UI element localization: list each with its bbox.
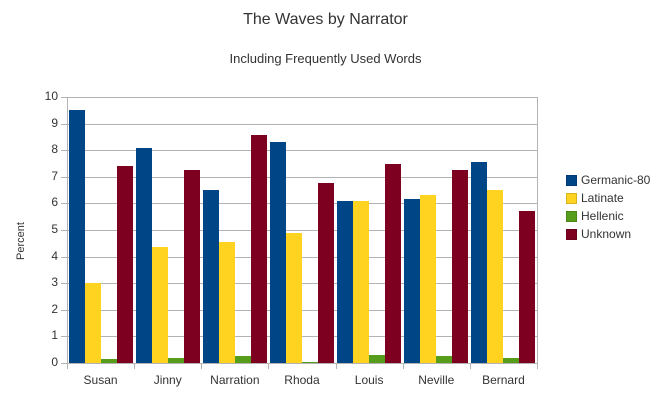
bar-germanic-80-susan: [68, 110, 85, 363]
bar-hellenic-bernard: [503, 357, 520, 363]
legend-swatch-icon: [566, 174, 577, 186]
bar-unknown-narration: [250, 135, 267, 363]
bar-germanic-80-neville: [404, 198, 421, 363]
bar-hellenic-neville: [436, 356, 453, 363]
bar-hellenic-susan: [100, 359, 117, 363]
x-tick: [201, 363, 203, 369]
x-tick: [134, 363, 136, 369]
y-tick-label: 8: [51, 142, 58, 157]
bar-germanic-80-rhoda: [270, 142, 286, 363]
legend-item: Hellenic: [566, 207, 650, 225]
chart-title: The Waves by Narrator: [243, 11, 408, 28]
y-tick-label: 2: [51, 301, 58, 316]
gridline: [61, 150, 537, 152]
bar-germanic-80-jinny: [135, 148, 152, 363]
legend-swatch-icon: [566, 210, 577, 222]
bar-latinate-jinny: [151, 247, 168, 363]
x-tick-label: Jinny: [153, 373, 182, 387]
y-tick-label: 7: [51, 168, 58, 183]
legend-label: Germanic-80: [581, 173, 651, 187]
bar-germanic-80-louis: [337, 200, 354, 363]
gridline: [61, 230, 537, 231]
bar-unknown-neville: [452, 169, 469, 363]
x-tick: [67, 363, 68, 369]
chart-subtitle: Including Frequently Used Words: [229, 51, 422, 66]
bar-germanic-80-narration: [202, 190, 219, 363]
x-tick: [402, 363, 404, 369]
bar-latinate-neville: [420, 194, 437, 363]
gridline: [61, 97, 537, 98]
legend-label: Latinate: [581, 191, 624, 205]
bar-unknown-jinny: [183, 169, 200, 363]
y-tick-label: 10: [44, 89, 58, 103]
legend-label: Unknown: [581, 227, 632, 241]
bar-hellenic-rhoda: [302, 361, 318, 363]
bar-latinate-bernard: [487, 190, 504, 363]
bar-unknown-susan: [116, 166, 133, 363]
legend-swatch-icon: [566, 228, 577, 240]
bar-hellenic-louis: [369, 355, 386, 363]
bar-unknown-rhoda: [318, 182, 334, 363]
x-tick-label: Susan: [83, 373, 118, 387]
legend-label: Hellenic: [581, 209, 624, 223]
bar-latinate-narration: [218, 241, 235, 363]
legend: Germanic-80 Latinate Hellenic Unknown: [566, 171, 650, 243]
legend-item: Latinate: [566, 189, 650, 207]
y-tick-label: 4: [51, 248, 58, 263]
x-tick: [469, 363, 471, 369]
x-tick: [268, 363, 270, 369]
x-tick: [335, 363, 337, 369]
legend-item: Germanic-80: [566, 171, 650, 189]
legend-swatch-icon: [566, 192, 577, 204]
bar-hellenic-narration: [234, 355, 251, 363]
bar-unknown-bernard: [519, 210, 536, 363]
gridline: [61, 123, 537, 125]
x-tick: [537, 363, 538, 369]
gridline: [61, 203, 537, 205]
y-tick-label: 3: [51, 275, 58, 290]
x-tick-label: Louis: [354, 373, 384, 387]
x-tick-label: Neville: [418, 373, 455, 387]
bar-germanic-80-bernard: [471, 162, 488, 363]
y-tick-label: 1: [51, 328, 58, 343]
bar-hellenic-jinny: [167, 357, 184, 363]
y-axis-label: Percent: [15, 222, 27, 260]
y-tick-label: 5: [51, 222, 58, 236]
y-axis-line: [67, 97, 68, 368]
x-tick-label: Rhoda: [284, 373, 320, 387]
bar-latinate-susan: [84, 283, 101, 363]
plot-area: 0 1 2 3 4 5 6 7 8 9 10 Susan Jinny Narration Rhoda Loui…: [45, 89, 538, 387]
bar-latinate-louis: [353, 200, 370, 363]
y-tick-label: 0: [51, 355, 58, 369]
bar-unknown-louis: [385, 163, 402, 363]
x-tick-label: Bernard: [482, 373, 525, 387]
legend-item: Unknown: [566, 225, 650, 243]
gridline: [61, 176, 537, 178]
x-tick-label: Narration: [210, 373, 260, 387]
bar-latinate-rhoda: [286, 232, 302, 363]
y-tick-label: 6: [51, 195, 58, 210]
gridline: [61, 363, 537, 364]
y-tick-label: 9: [51, 115, 58, 130]
